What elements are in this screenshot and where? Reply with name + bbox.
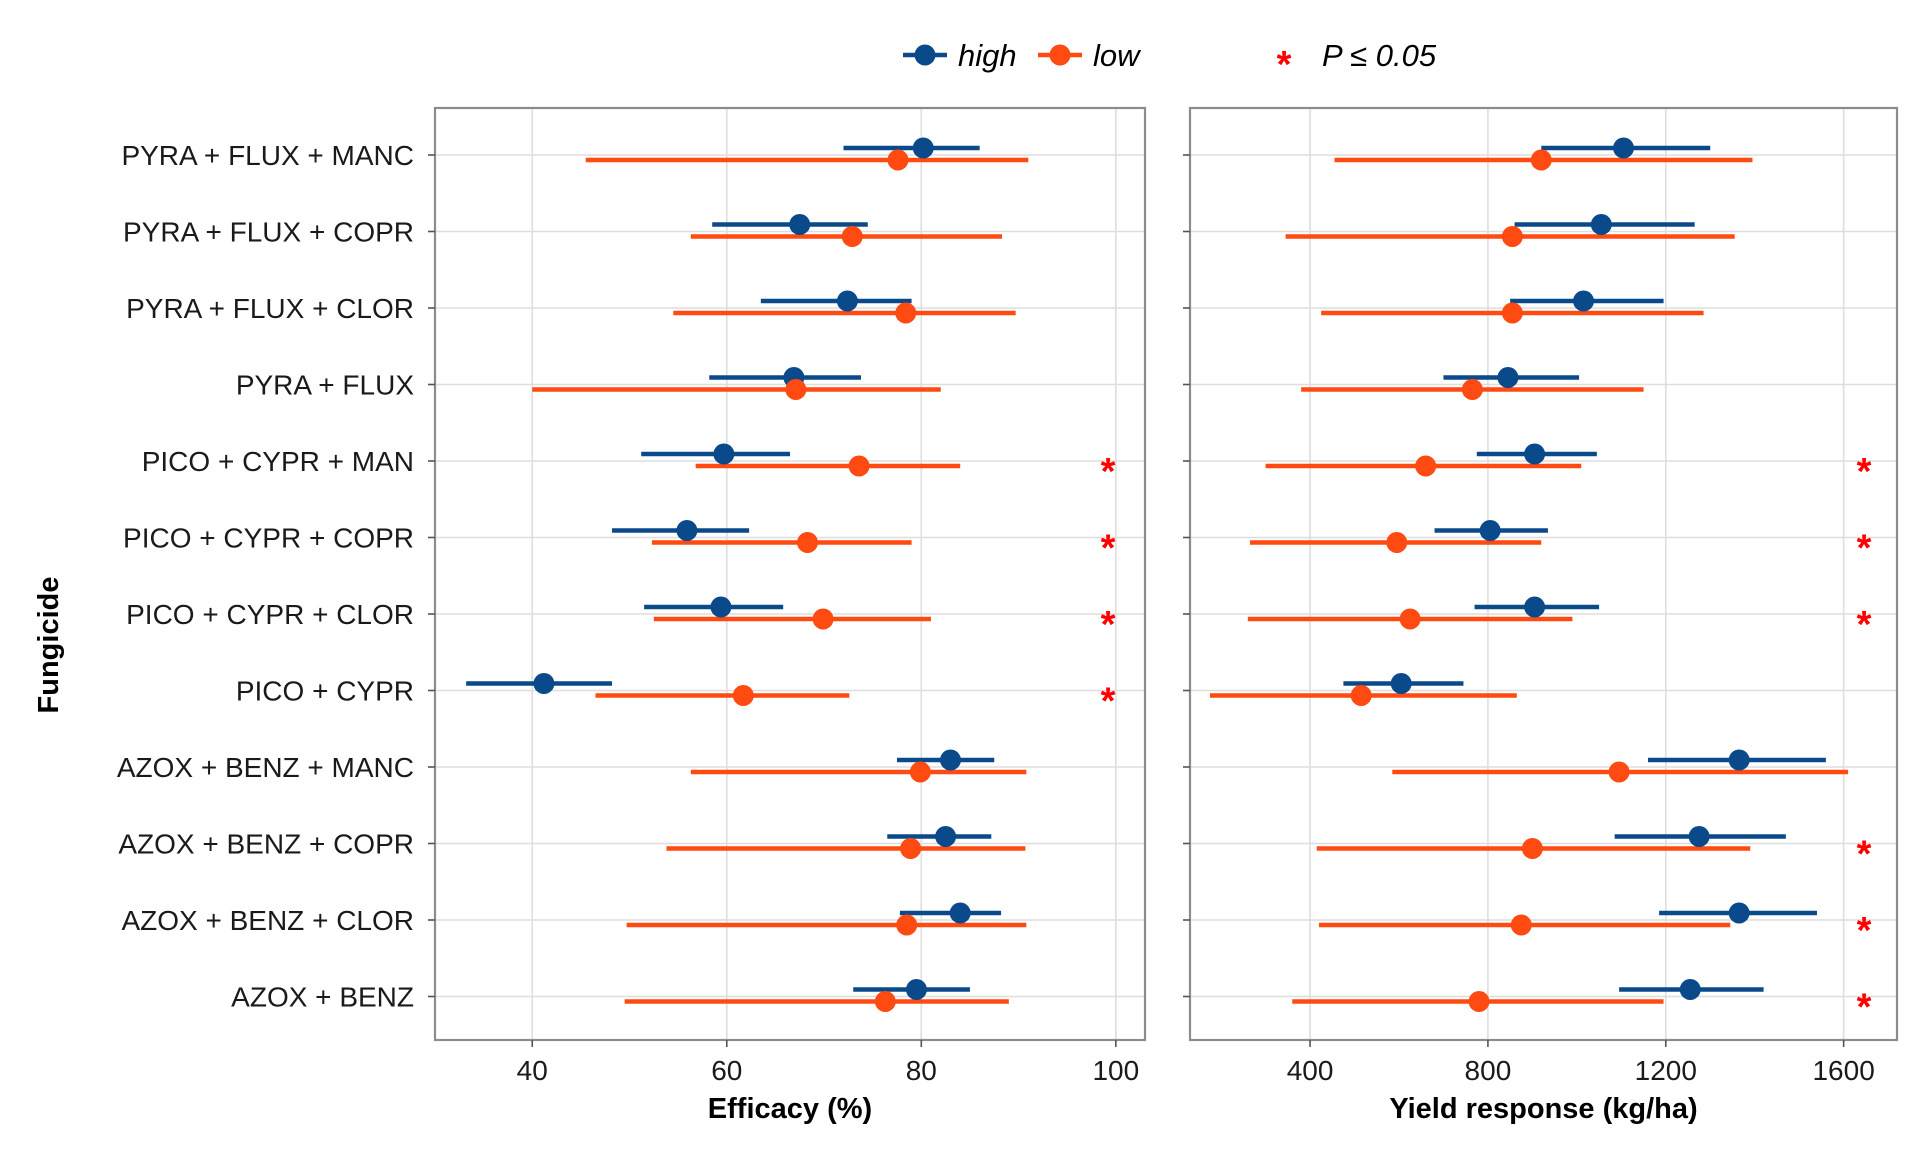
significance-star: *	[1857, 604, 1872, 646]
point-high	[676, 520, 698, 541]
point-low	[1501, 226, 1523, 247]
point-high	[1688, 826, 1710, 847]
significance-star: *	[1101, 528, 1116, 570]
point-low	[1608, 761, 1630, 783]
significance-star: *	[1101, 681, 1116, 723]
legend-significance-star: *	[1277, 44, 1292, 86]
significance-star: *	[1101, 451, 1116, 493]
point-high	[1479, 520, 1501, 541]
legend: high low * P ≤ 0.05	[903, 38, 1437, 86]
point-low	[841, 226, 863, 247]
point-high	[905, 979, 927, 1000]
x-tick-label: 80	[906, 1055, 937, 1086]
significance-star: *	[1857, 834, 1872, 876]
y-tick-label: PYRA + FLUX + CLOR	[126, 293, 414, 324]
legend-item-significance: * P ≤ 0.05	[1277, 38, 1437, 86]
x-tick-label: 400	[1287, 1055, 1334, 1086]
point-low	[896, 914, 918, 936]
legend-key-point	[914, 44, 936, 66]
y-tick-labels: PYRA + FLUX + MANC PYRA + FLUX + COPR PYRA…	[117, 140, 414, 1013]
x-tick-label: 800	[1465, 1055, 1512, 1086]
y-tick-label: AZOX + BENZ + CLOR	[121, 905, 414, 936]
y-tick-label: AZOX + BENZ + COPR	[118, 829, 414, 860]
point-high	[949, 902, 971, 924]
panel-efficacy: * * * * 40 60 80 100 Efficacy (%)	[428, 106, 1147, 1125]
y-tick-label: PICO + CYPR + COPR	[123, 523, 414, 554]
point-high	[1728, 749, 1750, 771]
point-low	[1415, 455, 1437, 477]
point-low	[900, 838, 922, 859]
point-high	[1497, 367, 1519, 388]
point-low	[895, 302, 917, 324]
legend-label: high	[958, 38, 1017, 73]
panel-border	[433, 106, 1147, 1042]
y-tick-label: PICO + CYPR + CLOR	[126, 599, 414, 630]
point-low	[1350, 685, 1372, 706]
y-tick-label: PYRA + FLUX + MANC	[121, 140, 414, 171]
point-low	[887, 149, 909, 171]
significance-star: *	[1857, 528, 1872, 570]
panel-yield: * * * * * * 400 800 1200 1600 Yield response (kg/h…	[1183, 106, 1899, 1125]
point-low	[909, 761, 931, 783]
y-tick-label: PICO + CYPR	[236, 676, 414, 707]
point-low	[732, 685, 754, 706]
point-high	[1728, 902, 1750, 924]
panels: * * * * 40 60 80 100 Efficacy (%) * * * * * * 400 800 120…	[428, 106, 1899, 1125]
point-low	[1521, 838, 1543, 859]
x-tick-label: 100	[1092, 1055, 1139, 1086]
legend-significance-label: P ≤ 0.05	[1322, 38, 1437, 73]
point-low	[1530, 149, 1552, 171]
significance-star: *	[1101, 604, 1116, 646]
point-low	[1468, 991, 1490, 1012]
point-high	[710, 596, 732, 618]
y-tick-label: AZOX + BENZ + MANC	[117, 752, 414, 783]
point-high	[1524, 443, 1546, 465]
point-high	[1590, 214, 1612, 235]
point-high	[836, 290, 858, 312]
x-tick-label: 1600	[1812, 1055, 1874, 1086]
x-tick-label: 1200	[1635, 1055, 1697, 1086]
x-axis-title: Efficacy (%)	[708, 1093, 872, 1125]
significance-star: *	[1857, 451, 1872, 493]
panel-background	[435, 108, 1145, 1040]
point-high	[1524, 596, 1546, 618]
point-high	[789, 214, 811, 235]
y-tick-label: AZOX + BENZ	[231, 982, 414, 1013]
legend-key-point	[1049, 44, 1071, 66]
point-low	[1510, 914, 1532, 936]
point-high	[533, 673, 555, 694]
point-high	[935, 826, 957, 847]
point-low	[1386, 532, 1408, 553]
point-low	[1461, 379, 1483, 400]
point-high	[1613, 137, 1635, 159]
legend-label: low	[1093, 38, 1142, 73]
point-low	[785, 379, 807, 400]
x-tick-label: 60	[711, 1055, 742, 1086]
x-tick-label: 40	[517, 1055, 548, 1086]
point-low	[1501, 302, 1523, 324]
point-high	[1573, 290, 1595, 312]
point-high	[912, 137, 934, 159]
point-low	[848, 455, 870, 477]
point-low	[797, 532, 819, 553]
x-axis-title: Yield response (kg/ha)	[1389, 1093, 1697, 1125]
significance-star: *	[1857, 910, 1872, 952]
point-high	[939, 749, 961, 771]
point-low	[874, 991, 896, 1012]
point-high	[1390, 673, 1412, 694]
y-tick-label: PICO + CYPR + MAN	[142, 446, 414, 477]
y-tick-label: PYRA + FLUX + COPR	[123, 217, 414, 248]
point-low	[812, 608, 834, 630]
point-low	[1399, 608, 1421, 630]
y-tick-label: PYRA + FLUX	[236, 370, 415, 401]
legend-item-high: high	[903, 38, 1017, 73]
panel-background	[1190, 108, 1897, 1040]
point-high	[1679, 979, 1701, 1000]
point-high	[713, 443, 735, 465]
panel-border	[1188, 106, 1899, 1042]
significance-star: *	[1857, 987, 1872, 1029]
legend-item-low: low	[1038, 38, 1142, 73]
y-axis-title: Fungicide	[33, 577, 65, 714]
